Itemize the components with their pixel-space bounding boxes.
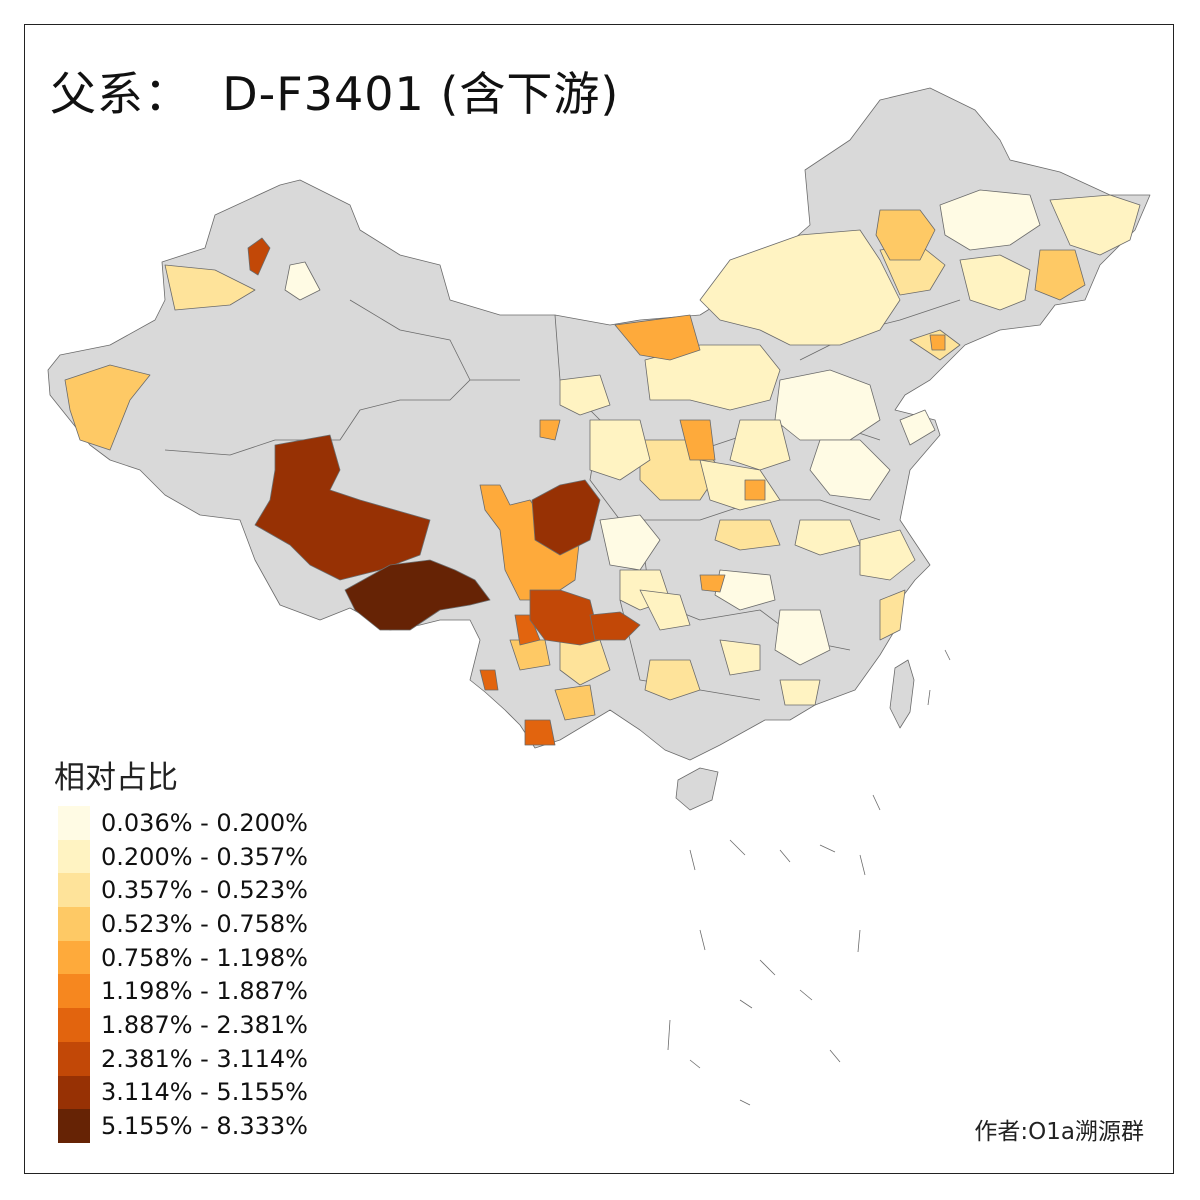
legend-label: 3.114% - 5.155% bbox=[101, 1078, 308, 1107]
legend-item: 1.887% - 2.381% bbox=[58, 1008, 308, 1042]
legend-label: 0.523% - 0.758% bbox=[101, 909, 308, 938]
legend-item: 5.155% - 8.333% bbox=[58, 1109, 308, 1143]
legend-item: 1.198% - 1.887% bbox=[58, 974, 308, 1009]
legend-label: 1.887% - 2.381% bbox=[101, 1010, 308, 1039]
legend-label: 5.155% - 8.333% bbox=[101, 1112, 308, 1141]
legend-label: 0.758% - 1.198% bbox=[101, 943, 308, 972]
legend-item: 0.357% - 0.523% bbox=[58, 873, 308, 908]
legend-title: 相对占比 bbox=[54, 760, 178, 796]
legend-item: 0.200% - 0.357% bbox=[58, 839, 308, 874]
hainan-island bbox=[675, 767, 719, 811]
map-title: 父系： D-F3401 (含下游) bbox=[50, 67, 620, 121]
legend-swatch bbox=[58, 806, 90, 840]
legend-label: 0.200% - 0.357% bbox=[101, 842, 308, 871]
legend-swatch bbox=[58, 907, 90, 941]
legend-swatch bbox=[58, 839, 90, 874]
legend-swatch bbox=[58, 1109, 90, 1143]
legend-label: 0.036% - 0.200% bbox=[101, 808, 308, 837]
legend-label: 1.198% - 1.887% bbox=[101, 977, 308, 1006]
legend-item: 0.523% - 0.758% bbox=[58, 907, 308, 941]
map-frame bbox=[24, 24, 1174, 1174]
author-credit: 作者:O1a溯源群 bbox=[974, 1119, 1144, 1145]
legend-swatch bbox=[58, 873, 90, 908]
legend-label: 2.381% - 3.114% bbox=[101, 1044, 308, 1073]
legend-item: 0.036% - 0.200% bbox=[58, 806, 308, 840]
legend-swatch bbox=[58, 974, 90, 1009]
legend-swatch bbox=[58, 940, 90, 975]
legend: 0.036% - 0.200% 0.200% - 0.357% 0.357% - 0… bbox=[58, 806, 308, 1143]
legend-item: 2.381% - 3.114% bbox=[58, 1041, 308, 1076]
legend-swatch bbox=[58, 1075, 90, 1110]
legend-item: 3.114% - 5.155% bbox=[58, 1075, 308, 1110]
legend-item: 0.758% - 1.198% bbox=[58, 940, 308, 975]
legend-swatch bbox=[58, 1008, 90, 1042]
legend-swatch bbox=[58, 1041, 90, 1076]
legend-label: 0.357% - 0.523% bbox=[101, 876, 308, 905]
taiwan-island bbox=[889, 659, 915, 729]
